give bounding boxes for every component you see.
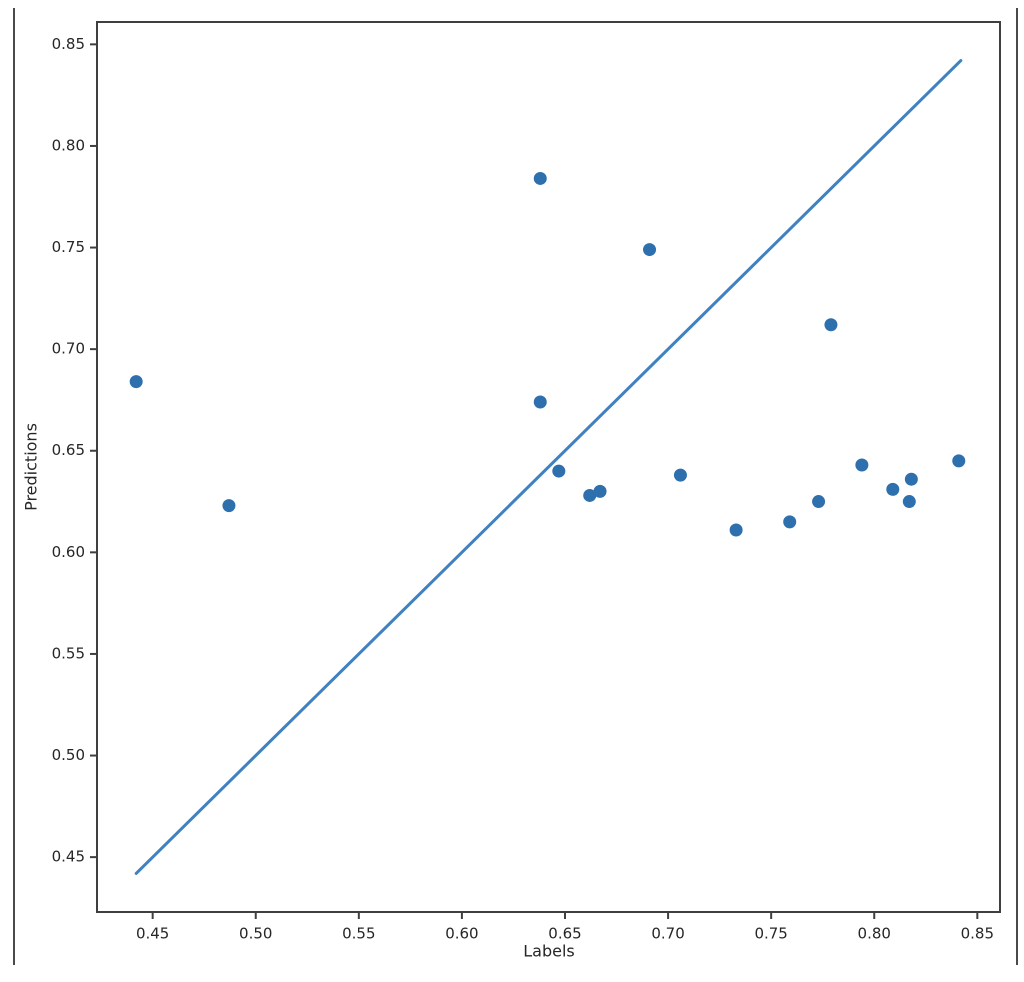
scatter-point [552,464,566,478]
identity-line [134,59,963,875]
x-tick-label: 0.50 [239,925,272,943]
cell-border-left-line [13,8,15,965]
y-tick-label: 0.70 [52,340,85,358]
x-tick-label: 0.55 [342,925,375,943]
scatter-point [729,523,743,537]
scatter-point [812,495,826,509]
scatter-point [129,375,143,389]
y-tick-label: 0.60 [52,543,85,561]
scatter-point [855,458,869,472]
x-tick-label: 0.60 [445,925,478,943]
x-tick-label: 0.85 [961,925,994,943]
cell-border-right-line [1016,8,1018,965]
scatter-point [673,468,687,482]
y-tick-label: 0.75 [52,238,85,256]
scatter-point [643,243,657,257]
scatter-point [902,495,916,509]
scatter-point [583,488,597,502]
scatter-point [533,395,547,409]
scatter-point [904,472,918,486]
y-tick-label: 0.85 [52,35,85,53]
scatter-point [886,482,900,496]
y-axis-label: Predictions [21,423,41,511]
y-tick-label: 0.55 [52,644,85,662]
x-tick-label: 0.70 [651,925,684,943]
scatter-point [952,454,966,468]
scatter-point [222,499,236,513]
x-tick-label: 0.65 [548,925,581,943]
scatter-point [593,484,607,498]
scatter-point [533,171,547,185]
scatter-point [783,515,797,529]
x-axis-label: Labels [523,941,575,961]
x-tick-label: 0.80 [858,925,891,943]
y-tick-label: 0.80 [52,136,85,154]
y-tick-label: 0.45 [52,848,85,866]
y-tick-label: 0.50 [52,746,85,764]
x-tick-label: 0.45 [136,925,169,943]
x-tick-label: 0.75 [754,925,787,943]
axes-spines [96,21,1001,913]
y-tick-label: 0.65 [52,441,85,459]
scatter-point [824,318,838,332]
